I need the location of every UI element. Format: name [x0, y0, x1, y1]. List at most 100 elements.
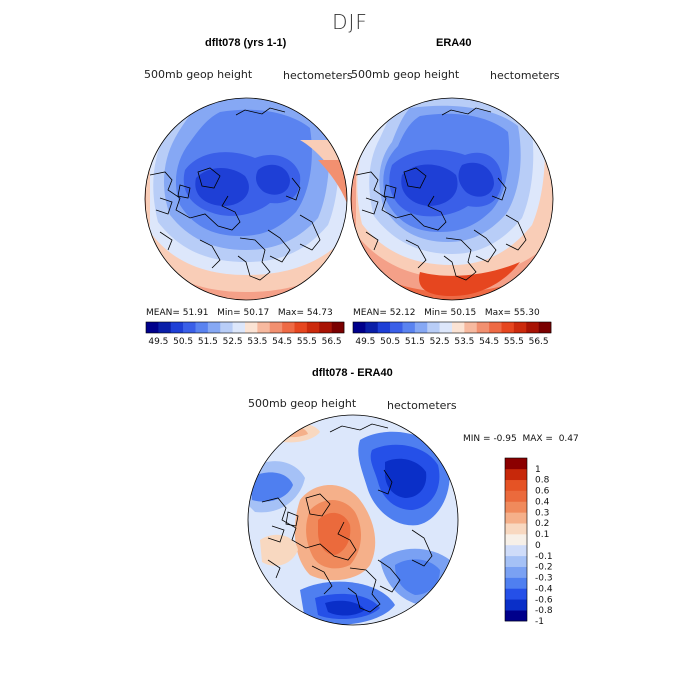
- panel3-units: hectometers: [387, 399, 457, 412]
- colorbar3-tick-label: -0.2: [535, 563, 553, 573]
- map1-coastline: [285, 177, 301, 201]
- colorbar2-swatch: [538, 322, 552, 333]
- colorbar2-tick-label: 50.5: [380, 337, 400, 347]
- map2-field-lvl: [419, 262, 520, 296]
- colorbar1-swatch: [195, 322, 209, 333]
- colorbar1-frame: [145, 321, 345, 334]
- colorbar3-tick-label: 0.3: [535, 508, 549, 518]
- map2-coastline: [505, 214, 527, 251]
- map3-field-lvl: [318, 512, 351, 555]
- map1-field-lvl: [318, 160, 347, 225]
- panel1-max-label: Max=: [277, 308, 305, 318]
- colorbar3-swatch: [505, 610, 527, 622]
- colorbar3-swatch: [505, 479, 527, 491]
- colorbar2-tick-label: 56.5: [529, 337, 549, 347]
- colorbar2-tick-label: 51.5: [405, 337, 425, 347]
- panel3-min-value: -0.95: [493, 434, 517, 444]
- colorbar3-swatch: [505, 458, 527, 470]
- colorbar1-tick-label: 56.5: [322, 337, 342, 347]
- colorbar3-swatch: [505, 544, 527, 557]
- map1-coastline: [177, 184, 191, 199]
- map2-outline: [350, 97, 554, 301]
- colorbar1-swatch: [207, 322, 221, 333]
- panel3-variable: 500mb geop height: [248, 397, 357, 410]
- map1-coastline: [159, 231, 173, 251]
- colorbar3-tick-label: -0.8: [535, 606, 553, 616]
- colorbar1-tick-label: 51.5: [198, 337, 218, 347]
- colorbar3-tick-label: 0: [535, 541, 541, 551]
- colorbar2-swatch: [464, 322, 478, 333]
- map2-coastline: [491, 177, 507, 201]
- panel1-title: dflt078 (yrs 1-1): [205, 37, 287, 49]
- map1-coastline: [155, 197, 173, 215]
- colorbar1-swatch: [146, 322, 159, 333]
- colorbar2-swatch: [439, 322, 453, 333]
- map1-coastline: [235, 107, 286, 116]
- map3-field-lvl: [385, 458, 427, 498]
- panel3-title: dflt078 - ERA40: [312, 367, 393, 379]
- colorbar3-swatch: [505, 577, 527, 589]
- map-panel3: [247, 414, 459, 626]
- map2-coastline: [365, 231, 379, 251]
- panel2-min-value: 50.15: [450, 308, 477, 318]
- colorbar2-tick-label: 55.5: [504, 337, 524, 347]
- colorbar1-swatch: [232, 322, 246, 333]
- map2-coastline: [473, 229, 497, 263]
- map2-coastline: [443, 237, 477, 281]
- colorbar2-swatch: [390, 322, 403, 333]
- colorbar3-tick-label: -0.1: [535, 552, 553, 562]
- colorbar2-swatch: [353, 322, 366, 333]
- map1-coastline: [267, 229, 291, 263]
- panel3-max-label: MAX =: [522, 434, 553, 444]
- colorbar3-tick-label: 0.4: [535, 497, 550, 507]
- colorbar1-swatch: [269, 322, 283, 333]
- colorbar3-swatch: [505, 512, 527, 524]
- colorbar2-swatch: [402, 322, 416, 333]
- colorbar3-tick-label: 1: [535, 465, 541, 475]
- map2-field-lvl: [401, 164, 458, 206]
- colorbar1-swatch: [319, 322, 332, 333]
- map1-field-lvl: [195, 168, 249, 206]
- colorbar2-tick-label: 54.5: [479, 337, 499, 347]
- colorbar1-swatch: [245, 322, 258, 333]
- colorbar1-tick-label: 49.5: [148, 337, 168, 347]
- map1-coastline: [197, 167, 221, 189]
- colorbar1-swatch: [294, 322, 308, 333]
- map1-coastline: [149, 171, 241, 231]
- colorbar3-swatch: [505, 501, 527, 513]
- panel2-min-label: Min=: [424, 308, 448, 318]
- map3-coastline: [411, 529, 433, 567]
- map1-coastline: [237, 237, 271, 281]
- panel1-mean-label: MEAN=: [146, 308, 180, 318]
- colorbar2-swatch: [365, 322, 379, 333]
- colorbar1-swatch: [183, 322, 196, 333]
- panel1-max-value: 54.73: [306, 308, 333, 318]
- map2-coastline: [361, 197, 379, 215]
- colorbar1-swatch: [282, 322, 295, 333]
- colorbar-panel3: 10.80.60.40.30.20.10-0.1-0.2-0.3-0.4-0.6…: [504, 457, 553, 627]
- colorbar1-swatch: [306, 322, 320, 333]
- colorbar3-tick-label: -0.3: [535, 574, 553, 584]
- colorbar-panel1: 49.5 50.5 51.5 52.5 53.5 54.5 55.5 56.5: [145, 321, 345, 347]
- colorbar-panel2: 49.5 50.5 51.5 52.5 53.5 54.5 55.5 56.5: [352, 321, 552, 347]
- colorbar3-swatch: [505, 490, 527, 502]
- panel2-max-value: 55.30: [513, 308, 540, 318]
- colorbar3-swatch: [505, 523, 527, 535]
- panel2-units: hectometers: [490, 69, 560, 82]
- map3-coastline: [267, 559, 281, 579]
- map1-field-lvl: [145, 98, 175, 128]
- panel1-units: hectometers: [283, 69, 353, 82]
- map-panel1: [144, 97, 348, 301]
- panel3-min-label: MIN =: [463, 434, 491, 444]
- colorbar2-swatch: [501, 322, 515, 333]
- panel1-min-value: 50.17: [243, 308, 270, 318]
- panel1-min-label: Min=: [217, 308, 241, 318]
- panel2-variable: 500mb geop height: [351, 68, 460, 81]
- colorbar1-swatch: [220, 322, 233, 333]
- map2-coastline: [441, 107, 492, 116]
- colorbar3-tick-label: 0.2: [535, 519, 549, 529]
- colorbar1-swatch: [331, 322, 345, 333]
- colorbar1-tick-label: 54.5: [272, 337, 292, 347]
- map-panel2: [350, 97, 554, 301]
